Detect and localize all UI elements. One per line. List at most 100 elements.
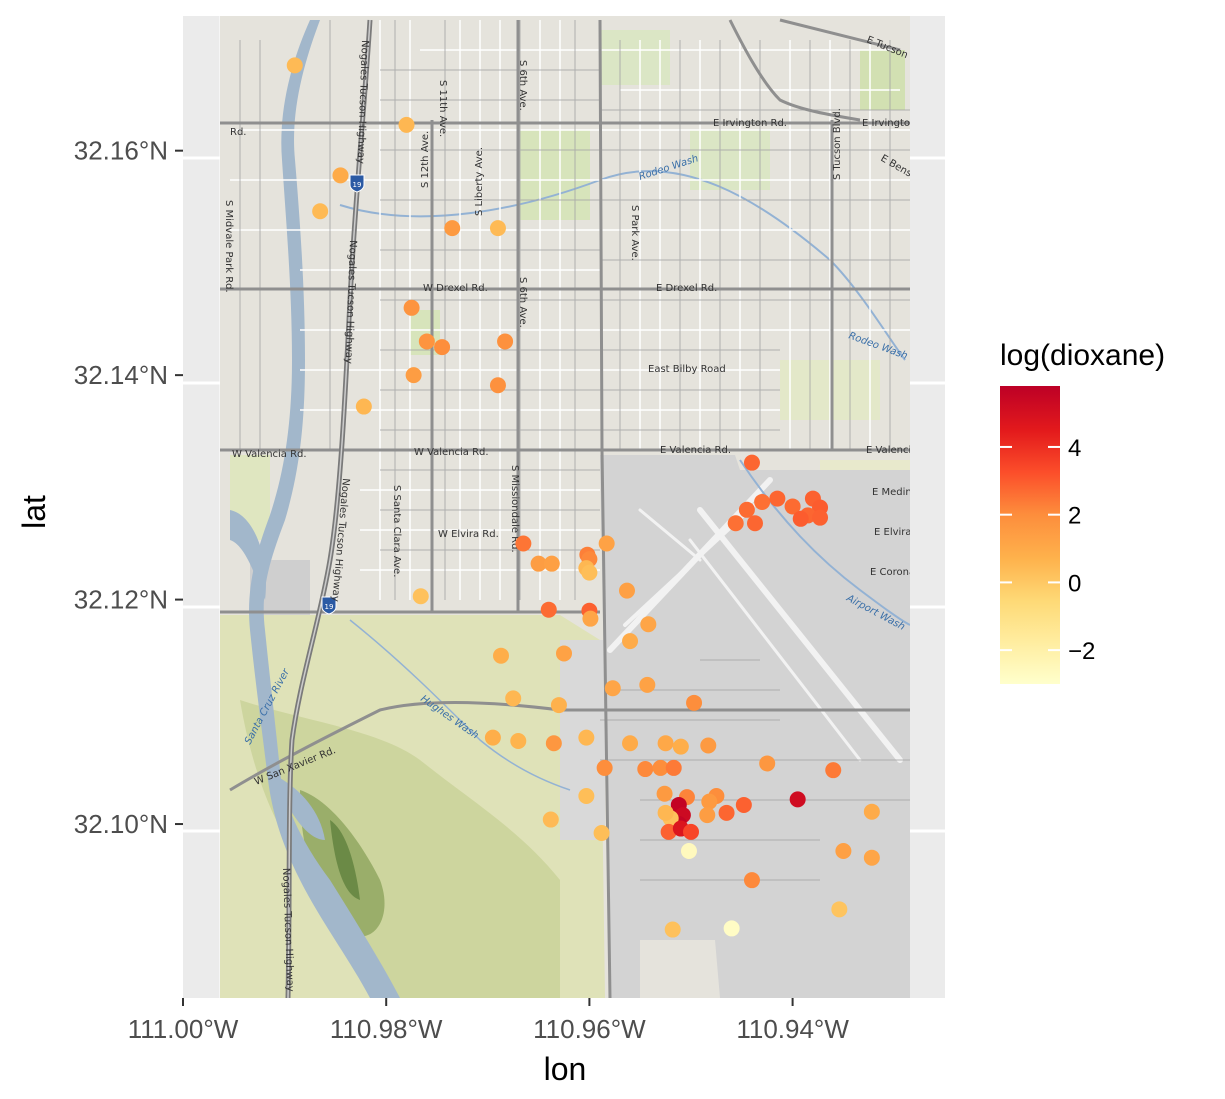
data-point (312, 203, 329, 220)
data-point (418, 333, 435, 350)
data-point (489, 377, 506, 394)
data-point (789, 791, 806, 808)
svg-text:Nogales Tucson Highway: Nogales Tucson Highway (355, 40, 370, 164)
svg-text:S 6th Ave.: S 6th Ave. (517, 60, 528, 111)
i19-shield-south: 19 (321, 596, 337, 615)
data-point (505, 690, 522, 707)
data-point (403, 299, 420, 316)
data-point (640, 616, 657, 633)
data-point (738, 501, 755, 518)
svg-text:S Missiondale Rd.: S Missiondale Rd. (509, 465, 520, 553)
data-point (598, 535, 615, 552)
data-point (484, 729, 501, 746)
data-point (743, 872, 760, 889)
svg-text:W Valencia Rd.: W Valencia Rd. (414, 447, 489, 458)
svg-text:Nogales Tucson Highway: Nogales Tucson Highway (280, 868, 295, 992)
x-axis-title: lon (544, 1051, 587, 1087)
y-tick-label: 32.10°N (74, 809, 168, 839)
x-axis: 111.00°W 110.98°W 110.96°W 110.94°W (128, 998, 849, 1044)
data-point (622, 735, 639, 752)
data-point (792, 510, 809, 527)
legend-colorbar (1000, 386, 1060, 684)
data-point (639, 676, 656, 693)
data-point (530, 555, 547, 572)
svg-text:E Drexel Rd.: E Drexel Rd. (656, 283, 717, 294)
data-point (735, 796, 752, 813)
data-point (497, 333, 514, 350)
data-point (863, 849, 880, 866)
svg-text:19: 19 (353, 181, 362, 189)
legend-title: log(dioxane) (1000, 339, 1165, 372)
data-point (657, 735, 674, 752)
x-tick-label: 111.00°W (128, 1014, 239, 1044)
data-point (863, 803, 880, 820)
data-point (660, 823, 677, 840)
svg-text:W Valencia Rd.: W Valencia Rd. (232, 449, 307, 460)
data-point (835, 842, 852, 859)
data-point (596, 759, 613, 776)
svg-text:S Tucson Blvd.: S Tucson Blvd. (832, 108, 843, 180)
x-tick-label: 110.94°W (736, 1014, 849, 1044)
legend-tick-label: −2 (1068, 638, 1095, 665)
data-point (578, 787, 595, 804)
data-point (510, 732, 527, 749)
data-point (545, 735, 562, 752)
legend-tick-label: 0 (1068, 570, 1081, 597)
data-point (398, 116, 415, 133)
dioxane-points (286, 57, 880, 938)
x-tick-label: 110.96°W (533, 1014, 646, 1044)
svg-text:S Liberty Ave.: S Liberty Ave. (474, 147, 485, 216)
data-point (657, 804, 674, 821)
svg-text:S Santa Clara Ave.: S Santa Clara Ave. (391, 485, 402, 577)
data-point (664, 921, 681, 938)
data-point (556, 645, 572, 662)
data-point (656, 785, 673, 802)
data-point (582, 610, 599, 627)
data-point (355, 398, 372, 415)
data-point (542, 811, 559, 828)
data-point (718, 804, 735, 821)
data-point (540, 601, 557, 618)
data-point (686, 694, 703, 711)
svg-text:S 12th Ave.: S 12th Ave. (420, 131, 431, 188)
data-point (700, 737, 717, 754)
data-point (701, 793, 718, 810)
svg-text:S 6th Ave.: S 6th Ave. (517, 277, 528, 328)
svg-text:S Park Ave.: S Park Ave. (629, 205, 640, 261)
svg-text:East Bilby Road: East Bilby Road (648, 364, 726, 375)
data-point (593, 825, 610, 842)
y-tick-label: 32.12°N (74, 585, 168, 615)
data-point (665, 759, 682, 776)
data-point (652, 759, 669, 776)
data-point (754, 493, 771, 510)
data-point (759, 755, 776, 772)
svg-text:E Elvira: E Elvira (874, 527, 912, 538)
y-axis: 32.10°N 32.12°N 32.14°N 32.16°N (74, 136, 183, 839)
data-point (412, 588, 429, 605)
x-tick-label: 110.98°W (330, 1014, 443, 1044)
legend-tick-label: 4 (1068, 435, 1081, 462)
data-point (747, 515, 764, 532)
data-point (683, 823, 699, 840)
legend: log(dioxane) 4 2 0 −2 (1000, 339, 1165, 684)
data-point (434, 339, 451, 356)
data-point (699, 807, 716, 824)
y-axis-title: lat (16, 495, 52, 529)
svg-text:W Drexel Rd.: W Drexel Rd. (423, 283, 488, 294)
data-point (812, 509, 829, 526)
legend-ticks: 4 2 0 −2 (1000, 435, 1095, 665)
data-point (784, 498, 801, 515)
data-point (332, 167, 349, 184)
data-point (286, 57, 303, 74)
data-point (543, 555, 560, 572)
svg-text:S Midvale Park Rd.: S Midvale Park Rd. (223, 200, 234, 293)
svg-text:E Irvington: E Irvington (862, 118, 916, 129)
data-point (489, 220, 506, 237)
data-point (550, 697, 567, 714)
data-point (769, 490, 786, 507)
y-tick-label: 32.16°N (74, 136, 168, 166)
svg-text:E Corona: E Corona (870, 567, 915, 578)
i19-shield-north: 19 (349, 174, 365, 193)
svg-text:S 11th Ave.: S 11th Ave. (437, 80, 448, 137)
